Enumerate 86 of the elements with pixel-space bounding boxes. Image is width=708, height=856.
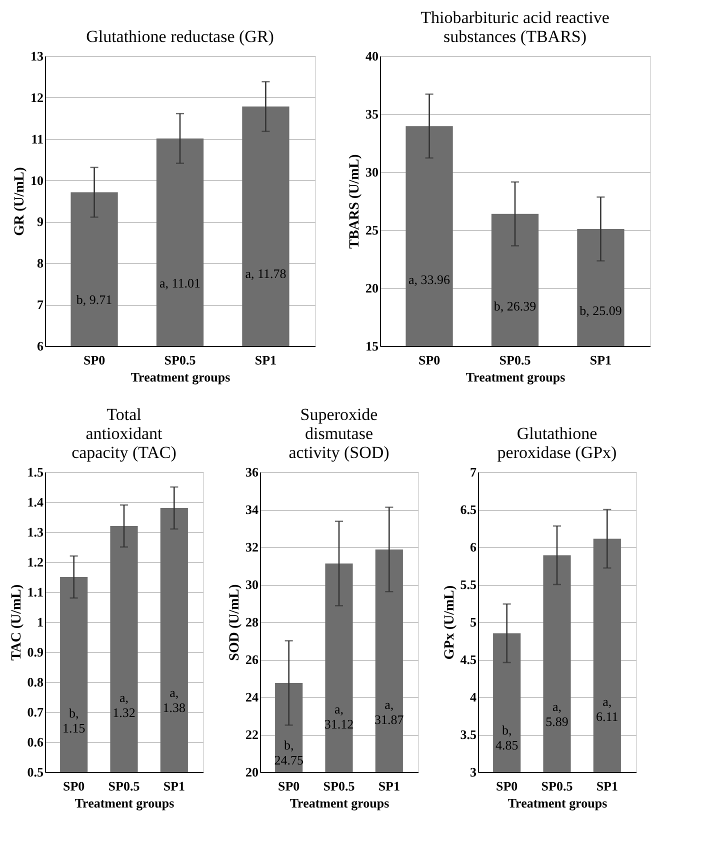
data-label: b, 26.39 bbox=[494, 298, 536, 314]
x-axis-title: Treatment groups bbox=[466, 370, 566, 384]
data-label: a, 31.12 bbox=[324, 701, 354, 732]
y-tick-label: 4.5 bbox=[460, 652, 477, 667]
y-tick-label: 5 bbox=[470, 614, 477, 630]
x-tick-label: SP1 bbox=[590, 352, 612, 368]
x-tick-label: SP0.5 bbox=[499, 352, 532, 368]
y-tick-label: 6.5 bbox=[460, 502, 477, 517]
y-tick-label: 1.1 bbox=[27, 584, 44, 600]
data-label: b, 25.09 bbox=[580, 302, 622, 318]
y-tick-label: 6 bbox=[470, 540, 477, 554]
y-tick-label: 1 bbox=[37, 614, 44, 630]
y-tick-label: 34 bbox=[246, 502, 259, 517]
data-label: a, 6.11 bbox=[596, 694, 618, 724]
x-tick-label: SP0 bbox=[83, 352, 106, 368]
y-tick-label: 5.5 bbox=[460, 577, 477, 592]
x-tick-label: SP0 bbox=[418, 352, 440, 368]
y-tick-label: 32 bbox=[246, 540, 258, 554]
x-tick-label: SP0.5 bbox=[323, 778, 356, 794]
y-tick-label: 20 bbox=[246, 764, 258, 780]
x-tick-label: SP1 bbox=[163, 778, 185, 794]
data-label: b, 1.15 bbox=[62, 706, 86, 736]
y-tick-label: 4 bbox=[470, 690, 477, 704]
y-tick-label: 0.6 bbox=[27, 734, 44, 750]
y-tick-label: 1.5 bbox=[27, 464, 44, 480]
y-tick-label: 1.2 bbox=[27, 554, 44, 570]
x-tick-label: SP1 bbox=[596, 778, 618, 794]
y-tick-label: 3 bbox=[470, 764, 477, 780]
y-tick-label: 30 bbox=[366, 164, 378, 180]
y-tick-label: 28 bbox=[246, 614, 259, 630]
x-axis-title: Treatment groups bbox=[290, 796, 390, 810]
chart-title: Superoxide dismutase activity (SOD) bbox=[288, 405, 390, 462]
y-axis-title: GPx (U/mL) bbox=[442, 585, 458, 660]
data-label: b, 4.85 bbox=[495, 722, 518, 752]
y-tick-label: 40 bbox=[366, 48, 378, 64]
data-label: a, 11.01 bbox=[159, 276, 201, 291]
x-tick-label: SP0 bbox=[63, 778, 85, 794]
y-tick-label: 12 bbox=[30, 90, 44, 105]
y-tick-label: 0.9 bbox=[27, 644, 44, 660]
y-axis-title: GR (U/mL) bbox=[12, 166, 28, 236]
y-tick-label: 8 bbox=[37, 256, 44, 271]
x-axis-title: Treatment groups bbox=[74, 796, 174, 810]
y-tick-label: 11 bbox=[31, 131, 44, 146]
y-axis-title: TBARS (U/mL) bbox=[348, 154, 362, 249]
data-label: a, 11.78 bbox=[245, 266, 286, 282]
y-axis-title: TAC (U/mL) bbox=[9, 584, 24, 661]
y-tick-label: 3.5 bbox=[460, 727, 477, 742]
y-tick-label: 24 bbox=[246, 690, 259, 704]
y-axis-title: SOD (U/mL) bbox=[228, 584, 242, 661]
chart-title: Glutathione reductase (GR) bbox=[86, 27, 274, 46]
data-label: a, 5.89 bbox=[546, 698, 568, 729]
x-tick-label: SP0.5 bbox=[164, 352, 196, 368]
chart-title: Thiobarbituric acid reactive substances (TBARS) bbox=[420, 8, 610, 46]
y-tick-label: 10 bbox=[30, 172, 44, 188]
y-tick-label: 1.4 bbox=[27, 494, 44, 510]
y-tick-label: 20 bbox=[366, 280, 378, 296]
x-axis-title: Treatment groups bbox=[130, 370, 230, 384]
y-tick-label: 6 bbox=[37, 338, 44, 354]
data-label: a, 33.96 bbox=[408, 272, 451, 288]
y-tick-label: 1.3 bbox=[27, 524, 44, 540]
y-tick-label: 22 bbox=[246, 727, 258, 742]
x-tick-label: SP0.5 bbox=[108, 778, 140, 794]
y-tick-label: 7 bbox=[470, 464, 477, 480]
y-tick-label: 0.8 bbox=[27, 674, 44, 690]
y-tick-label: 25 bbox=[366, 222, 379, 238]
y-tick-label: 9 bbox=[37, 214, 44, 230]
chart-title: Glutathione peroxidase (GPx) bbox=[497, 424, 617, 462]
y-tick-label: 30 bbox=[246, 577, 258, 592]
x-tick-label: SP0 bbox=[278, 778, 300, 794]
x-tick-label: SP1 bbox=[378, 778, 400, 794]
x-axis-title: Treatment groups bbox=[508, 796, 608, 810]
x-tick-label: SP0.5 bbox=[541, 778, 574, 794]
x-tick-label: SP0 bbox=[496, 778, 518, 794]
y-tick-label: 35 bbox=[366, 106, 379, 122]
y-tick-label: 15 bbox=[366, 338, 379, 354]
y-tick-label: 7 bbox=[37, 297, 44, 312]
chart-title: Total antioxidant capacity (TAC) bbox=[72, 405, 176, 462]
x-tick-label: SP1 bbox=[254, 352, 277, 368]
data-label: a, 1.38 bbox=[162, 684, 186, 715]
y-tick-label: 0.5 bbox=[27, 764, 44, 780]
y-tick-label: 0.7 bbox=[27, 704, 44, 720]
data-label: b, 9.71 bbox=[76, 292, 112, 307]
data-label: a, 1.32 bbox=[112, 690, 136, 720]
y-tick-label: 26 bbox=[246, 652, 259, 667]
y-tick-label: 13 bbox=[30, 48, 44, 64]
y-tick-label: 36 bbox=[246, 464, 259, 480]
